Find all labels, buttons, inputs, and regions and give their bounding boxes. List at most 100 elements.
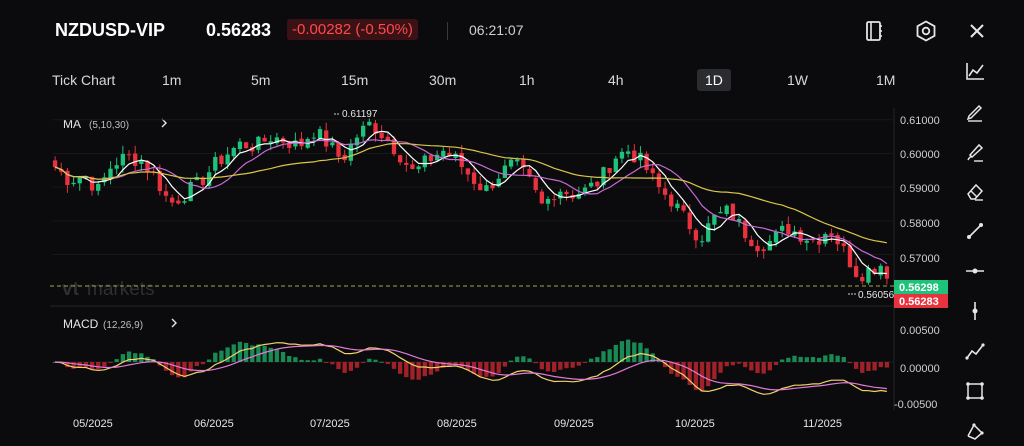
macd-histogram-bar <box>385 362 390 364</box>
symbol-name[interactable]: NZDUSD-VIP <box>55 20 166 40</box>
macd-histogram-bar <box>324 362 329 363</box>
timeframe-15m[interactable]: 15m <box>341 72 369 88</box>
close-icon[interactable] <box>964 18 990 44</box>
candle-body <box>755 245 760 252</box>
pencil-icon[interactable] <box>963 99 987 123</box>
book-icon[interactable] <box>861 18 887 44</box>
macd-histogram-bar <box>434 362 440 372</box>
macd-histogram-bar <box>860 362 865 373</box>
candle-body <box>77 176 82 184</box>
candle-body <box>853 266 859 277</box>
ma-params[interactable]: (5,10,30) <box>89 120 129 131</box>
candle-body <box>182 201 187 203</box>
candle-body <box>693 230 699 241</box>
timeframe-1m[interactable]: 1m <box>162 72 182 88</box>
macd-histogram-bar <box>243 342 249 362</box>
macd-histogram-bar <box>237 341 243 362</box>
timeframe-tick-chart[interactable]: Tick Chart <box>52 72 116 88</box>
candle-body <box>872 268 877 275</box>
macd-histogram-bar <box>441 362 446 368</box>
x-tick: 10/2025 <box>675 418 715 430</box>
macd-histogram-bar <box>619 341 625 362</box>
settings-icon[interactable] <box>913 18 939 44</box>
timeframe-1mo[interactable]: 1M <box>876 72 896 88</box>
candle-body <box>441 150 446 157</box>
x-tick: 09/2025 <box>554 418 594 430</box>
candle-body <box>478 183 483 191</box>
candle-body <box>126 154 132 156</box>
macd-histogram-bar <box>410 362 415 380</box>
candle-body <box>287 142 292 149</box>
timeframe-30m[interactable]: 30m <box>429 72 457 88</box>
rectangle-icon[interactable] <box>963 379 987 403</box>
macd-histogram-bar <box>552 362 557 373</box>
timeframe-1w[interactable]: 1W <box>787 72 808 88</box>
macd-histogram-bar <box>508 360 514 362</box>
macd-histogram-bar <box>798 356 803 362</box>
candle-body <box>650 168 655 174</box>
macd-histogram-bar <box>767 362 773 371</box>
ma-label[interactable]: MA <box>63 117 81 131</box>
horizontal-line-icon[interactable] <box>963 259 987 283</box>
candle-body <box>724 205 729 215</box>
candle-body <box>773 231 779 243</box>
macd-histogram-bar <box>847 362 853 364</box>
timeframe-1h[interactable]: 1h <box>519 72 535 88</box>
timeframe-4h[interactable]: 4h <box>608 72 624 88</box>
candle-body <box>884 266 890 279</box>
ma5-line <box>54 130 887 275</box>
macd-params[interactable]: (12,26,9) <box>103 320 143 331</box>
macd-histogram-bar <box>878 362 883 368</box>
candle-body <box>564 191 569 194</box>
candle-body <box>743 220 748 239</box>
trend-icon[interactable] <box>963 59 987 83</box>
candle-body <box>829 233 834 236</box>
header-divider <box>447 22 448 40</box>
candle-body <box>502 165 508 178</box>
candle-body <box>133 153 138 166</box>
macd-histogram-bar <box>317 358 323 362</box>
candle-body <box>545 198 551 204</box>
candle-body <box>367 121 372 126</box>
macd-label[interactable]: MACD <box>63 317 99 331</box>
candle-body <box>348 143 354 161</box>
candle-body <box>256 136 261 150</box>
ask-price-value: 0.56298 <box>899 282 939 294</box>
vertical-line-icon[interactable] <box>963 299 987 323</box>
macd-histogram-bar <box>311 360 317 362</box>
candle-body <box>632 150 637 163</box>
candle-body <box>59 169 64 172</box>
candle-body <box>274 137 280 144</box>
ma-chevron-icon[interactable] <box>161 118 167 128</box>
candle-body <box>65 170 70 186</box>
candle-body <box>675 203 680 209</box>
clock-time: 06:21:07 <box>469 22 524 38</box>
macd-histogram-bar <box>662 362 668 368</box>
timeframe-1d[interactable]: 1D <box>697 69 731 91</box>
timeframe-5m[interactable]: 5m <box>251 72 271 88</box>
candle-body <box>866 267 871 283</box>
candle-body <box>422 155 427 168</box>
eraser-icon[interactable] <box>963 179 987 203</box>
candle-body <box>484 185 489 191</box>
macd-histogram-bar <box>884 362 890 368</box>
candle-body <box>847 245 853 268</box>
candle-body <box>712 214 717 225</box>
macd-histogram-bar <box>293 357 298 362</box>
polyline-icon[interactable] <box>963 339 987 363</box>
candle-body <box>798 230 803 242</box>
macd-histogram-bar <box>268 347 273 362</box>
path-icon[interactable] <box>963 419 987 443</box>
macd-histogram-bar <box>182 362 187 378</box>
macd-histogram-bar <box>96 362 101 370</box>
current-price: 0.56283 <box>206 20 272 40</box>
brush-icon[interactable] <box>963 139 987 163</box>
candle-body <box>521 159 526 168</box>
macd-histogram-bar <box>539 362 545 370</box>
line-icon[interactable] <box>963 219 987 243</box>
x-tick: 05/2025 <box>73 418 113 430</box>
macd-histogram-bar <box>188 362 193 372</box>
macd-chevron-icon[interactable] <box>171 318 177 328</box>
macd-histogram-bar <box>404 362 409 378</box>
